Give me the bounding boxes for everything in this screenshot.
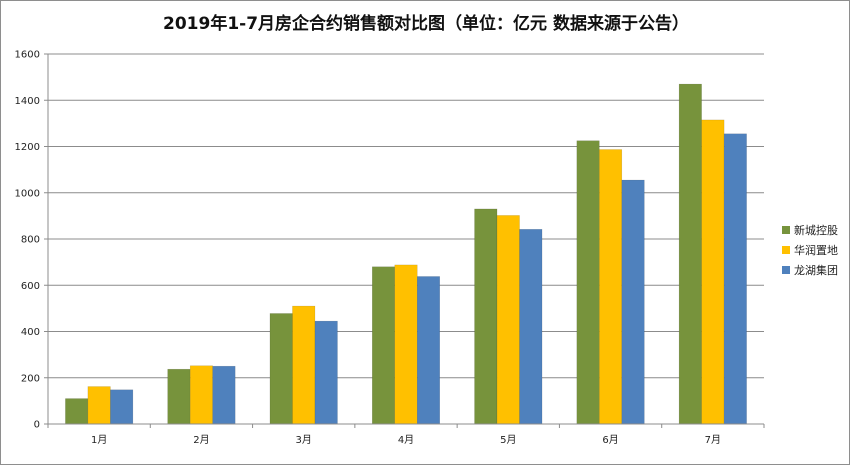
bar [519,229,543,425]
bar [576,140,600,425]
y-tick-label: 1200 [15,142,40,153]
legend-swatch [782,226,790,234]
x-tick-label: 5月 [500,434,516,446]
bar [599,149,623,425]
bar [621,179,645,425]
bar [372,266,395,425]
x-tick-label: 7月 [705,434,721,446]
bar [701,119,725,425]
y-tick-labels: 0 200 400 600 800 1000 1200 1400 1600 [15,50,40,431]
x-tick-labels: 1月 2月 3月 4月 5月 6月 7月 [91,434,721,446]
bar [394,264,418,425]
bar [496,215,520,425]
axes [44,53,765,428]
x-tick-label: 6月 [602,434,618,446]
y-tick-label: 600 [21,281,40,292]
legend-label: 新城控股 [794,223,838,237]
bar [87,386,111,425]
legend-label: 龙湖集团 [794,263,838,277]
bar [314,320,338,425]
bar [474,208,498,425]
bar [110,389,134,425]
x-tick-label: 2月 [193,434,209,446]
y-tick-label: 1400 [15,96,40,107]
bar [167,368,191,425]
bar [417,276,440,425]
bar [269,313,293,425]
bar [212,365,236,425]
x-tick-label: 1月 [91,434,107,446]
x-tick-label: 4月 [398,434,414,446]
bar [65,398,89,425]
x-tick-label: 3月 [296,434,312,446]
bar [678,83,702,425]
y-tick-label: 1000 [15,188,40,199]
bar [723,133,747,425]
bar [292,305,316,425]
legend-label: 华润置地 [794,243,838,257]
y-tick-label: 0 [34,420,40,431]
y-tick-label: 400 [21,327,40,338]
legend-swatch [782,246,790,254]
y-tick-label: 800 [21,235,40,246]
bars [65,83,747,425]
y-tick-label: 1600 [15,50,40,61]
y-tick-label: 200 [21,373,40,384]
legend-swatch [782,266,790,274]
chart-title: 2019年1-7月房企合约销售额对比图（单位：亿元 数据来源于公告） [163,14,689,34]
bar [189,365,213,425]
